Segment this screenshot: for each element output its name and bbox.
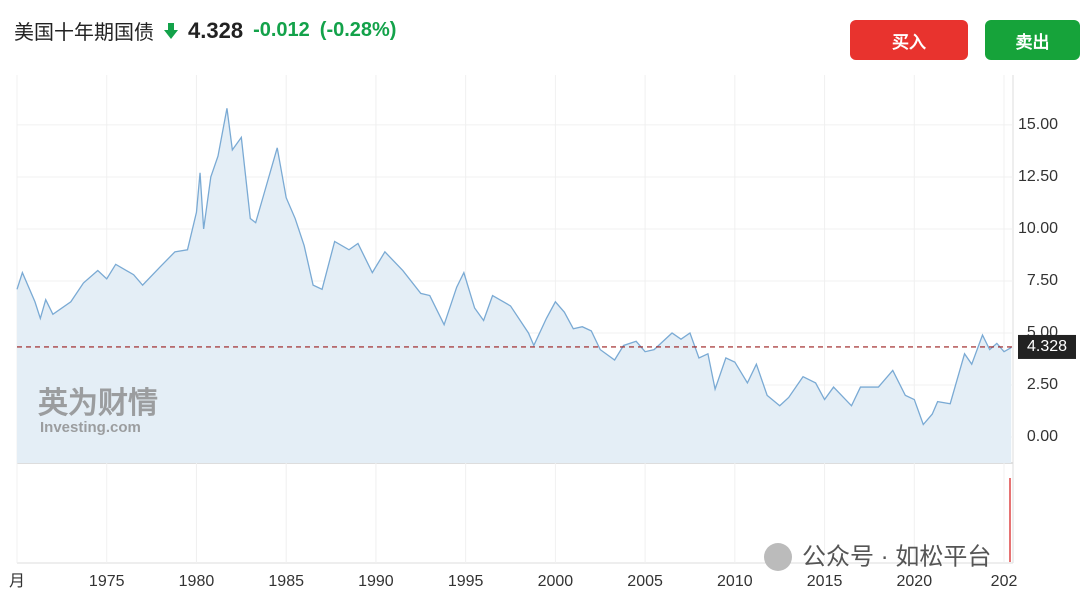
watermark-brand: 英为财情: [38, 387, 158, 420]
x-tick-label: 2005: [627, 573, 663, 590]
x-tick-label: 2020: [897, 573, 933, 590]
y-tick-label: 12.50: [1018, 168, 1058, 185]
x-tick-label: 1990: [358, 573, 394, 590]
buy-button[interactable]: 买入: [850, 20, 968, 60]
x-tick-label: 1975: [89, 573, 125, 590]
line: [16, 108, 1012, 426]
x-tick-label: 1980: [179, 573, 215, 590]
price: 4.328: [188, 17, 244, 43]
y-tick-label: 2.50: [1027, 376, 1058, 393]
title: 美国十年期国债: [14, 22, 154, 44]
y-tick-label: 7.50: [1027, 272, 1058, 289]
change: -0.012: [253, 19, 310, 41]
wechat-icon: [764, 543, 792, 571]
watermark-site: Investing.com: [40, 419, 141, 436]
x-tick-label: 1985: [268, 573, 304, 590]
x-tick-label: 2010: [717, 573, 753, 590]
y-tick-label: 5.00: [1027, 324, 1058, 341]
x-tick-label: 2000: [538, 573, 574, 590]
x-tick-label: 1995: [448, 573, 484, 590]
x-tick-label: 月: [9, 573, 25, 590]
x-tick-label: 202: [991, 573, 1018, 590]
reference-label: 4.328: [1027, 338, 1067, 355]
y-tick-label: 15.00: [1018, 116, 1058, 133]
watermark-account: 公众号 · 如松平台: [802, 543, 991, 570]
area: [17, 108, 1012, 463]
x-tick-label: 2015: [807, 573, 843, 590]
y-tick-label: 10.00: [1018, 220, 1058, 237]
header: 美国十年期国债 4.328 -0.012 (-0.28%): [14, 16, 396, 45]
down-arrow: [164, 22, 178, 39]
reference-box: [1018, 334, 1076, 359]
change-pct: (-0.28%): [319, 19, 397, 41]
y-tick-label: 0.00: [1027, 428, 1058, 445]
sell-button[interactable]: 卖出: [985, 20, 1080, 60]
